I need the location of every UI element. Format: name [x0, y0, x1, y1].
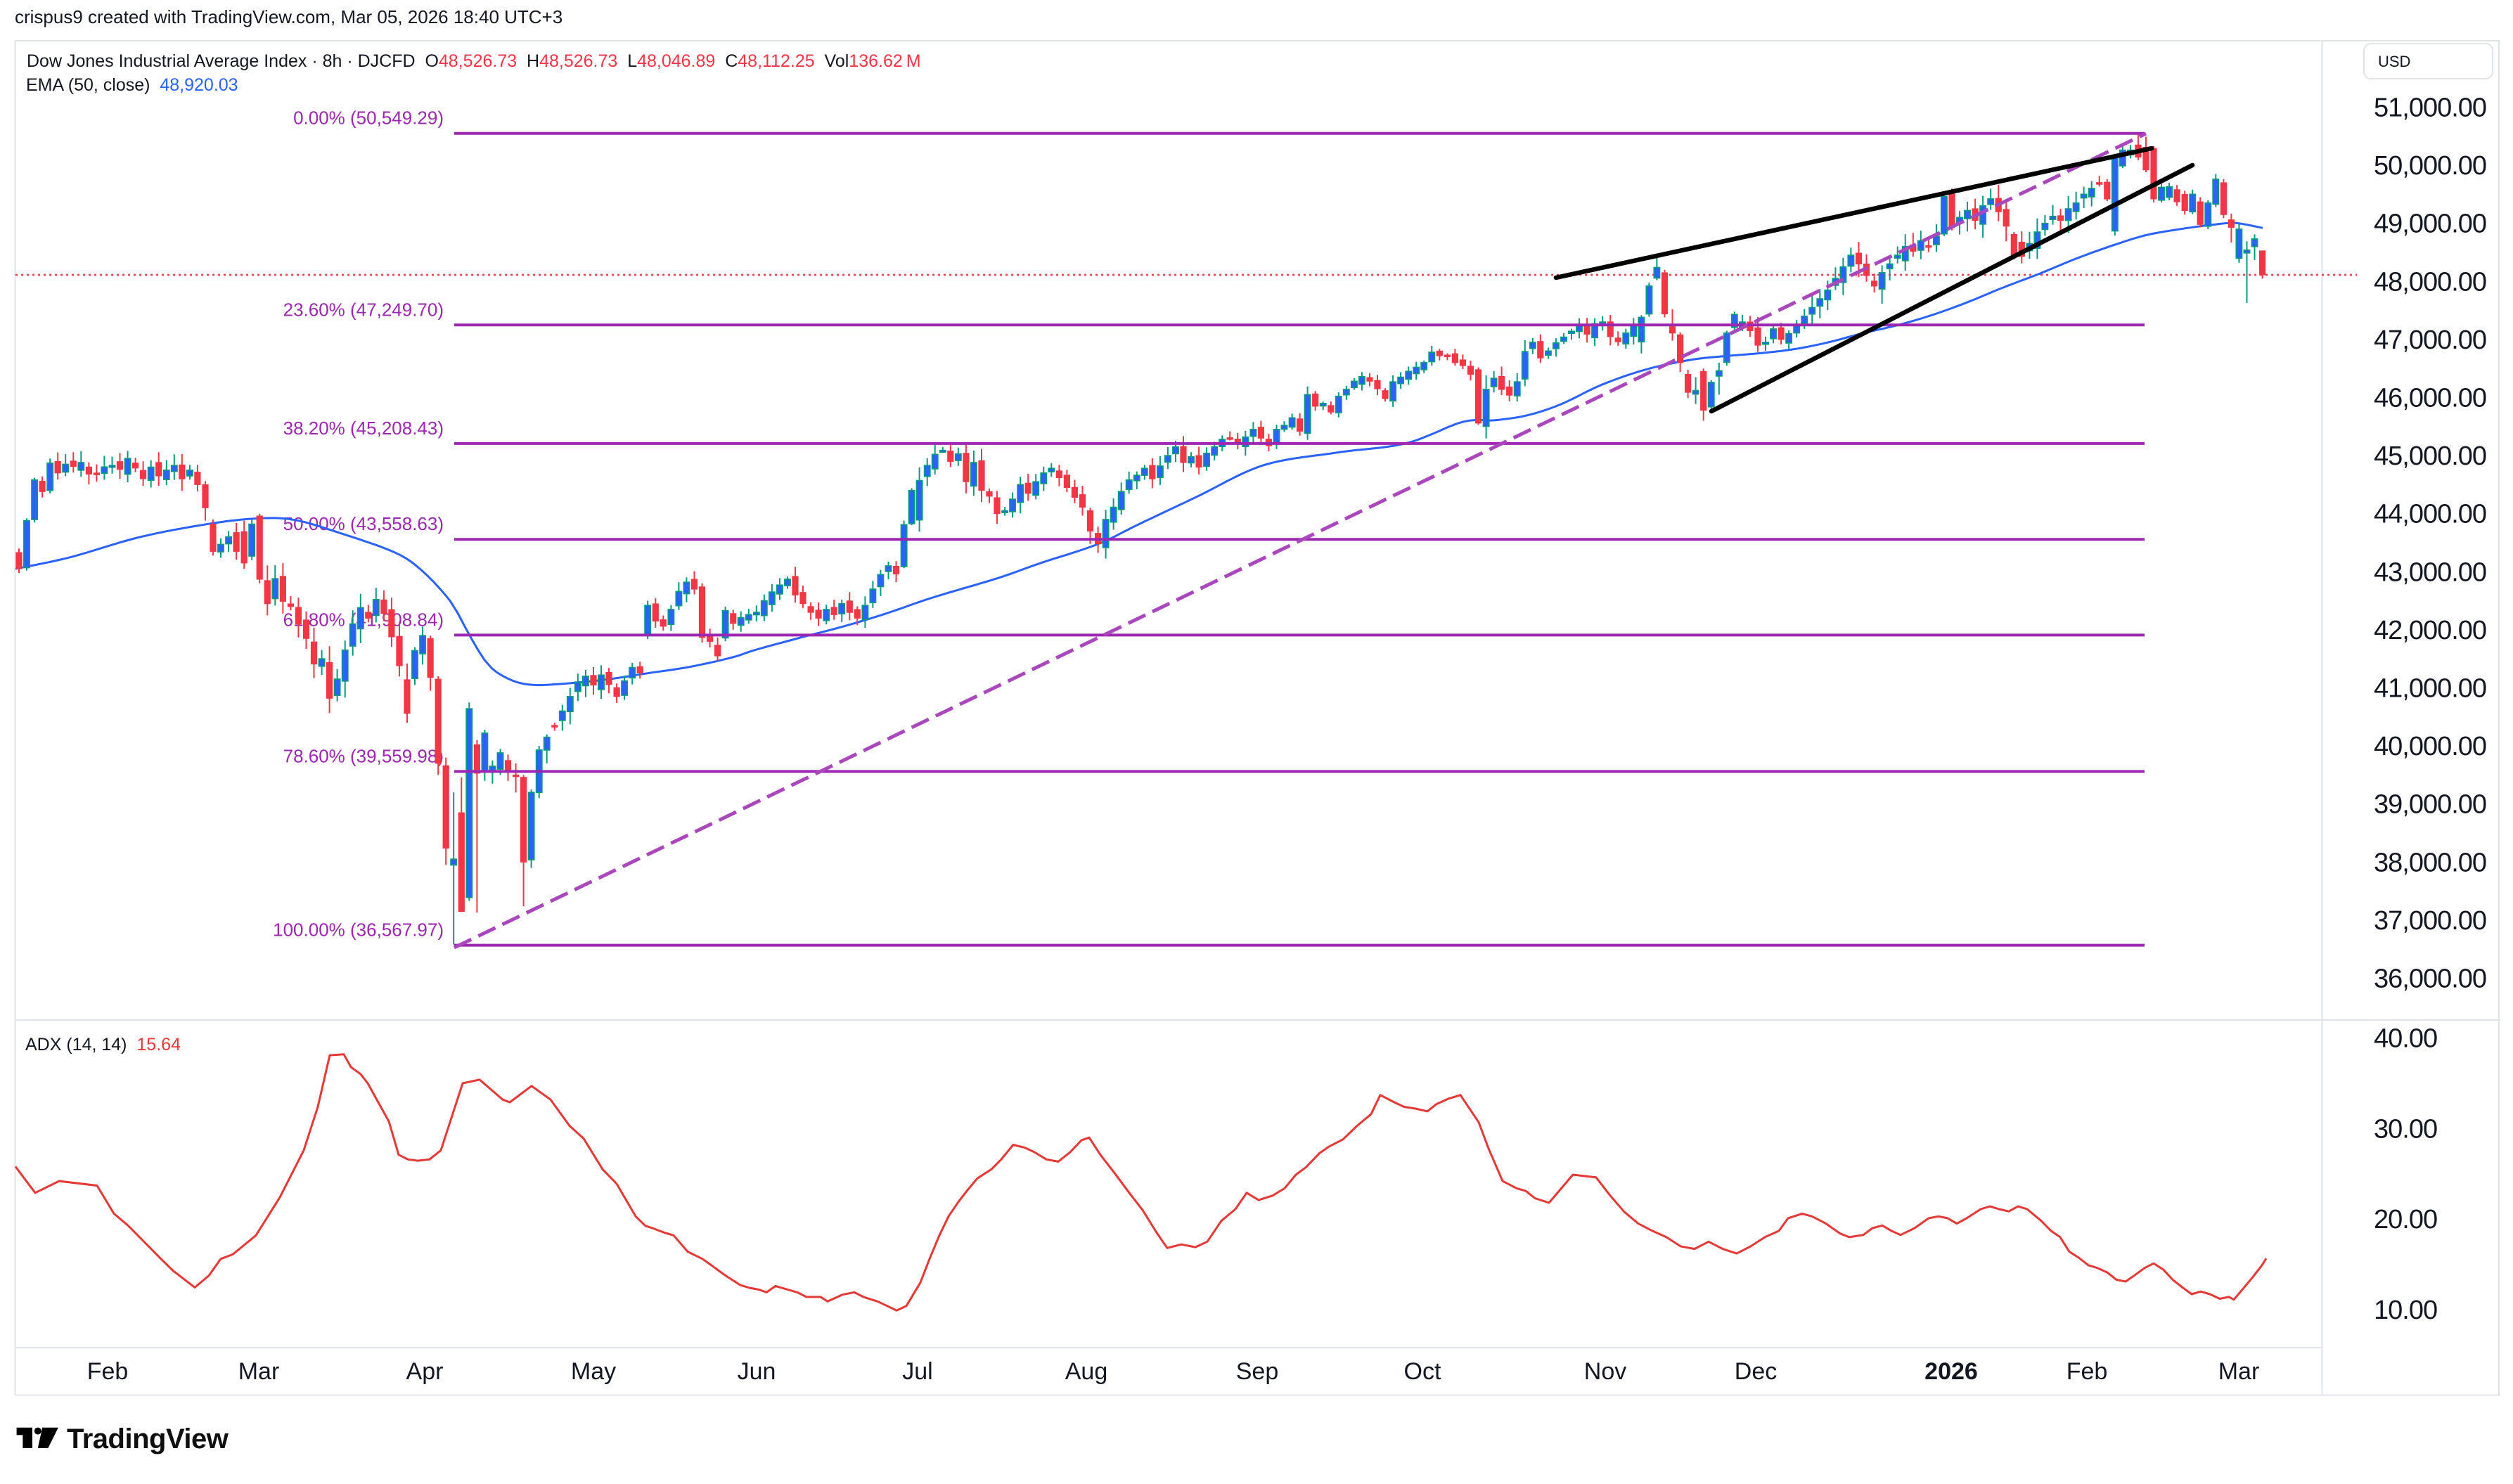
svg-text:48,000.00: 48,000.00: [2374, 267, 2486, 297]
svg-text:41,000.00: 41,000.00: [2374, 674, 2486, 704]
svg-text:43,000.00: 43,000.00: [2374, 557, 2486, 587]
svg-text:Mar: Mar: [238, 1358, 280, 1385]
svg-text:Jun: Jun: [738, 1358, 776, 1385]
svg-text:Oct: Oct: [1404, 1358, 1441, 1385]
svg-text:50,000.00: 50,000.00: [2374, 151, 2486, 181]
svg-text:0.00% (50,549.29): 0.00% (50,549.29): [293, 108, 444, 129]
svg-text:Dec: Dec: [1735, 1358, 1777, 1385]
svg-text:crispus9 created with TradingV: crispus9 created with TradingView.com, M…: [15, 6, 563, 27]
svg-text:EMA (50, close) 48,920.03: EMA (50, close) 48,920.03: [26, 75, 238, 95]
svg-text:42,000.00: 42,000.00: [2374, 616, 2486, 645]
svg-text:100.00% (36,567.97): 100.00% (36,567.97): [273, 920, 444, 941]
svg-text:Aug: Aug: [1065, 1358, 1108, 1385]
svg-text:Dow Jones Industrial Average I: Dow Jones Industrial Average Index · 8h …: [27, 51, 921, 71]
svg-text:45,000.00: 45,000.00: [2374, 441, 2486, 471]
svg-text:Apr: Apr: [406, 1358, 444, 1385]
svg-text:46,000.00: 46,000.00: [2374, 384, 2486, 413]
svg-text:36,000.00: 36,000.00: [2374, 964, 2486, 994]
svg-text:20.00: 20.00: [2374, 1205, 2437, 1234]
svg-text:49,000.00: 49,000.00: [2374, 209, 2486, 239]
svg-text:40,000.00: 40,000.00: [2374, 732, 2486, 761]
svg-text:Mar: Mar: [2218, 1358, 2260, 1385]
svg-text:37,000.00: 37,000.00: [2374, 906, 2486, 936]
svg-text:ADX (14, 14) 15.64: ADX (14, 14) 15.64: [25, 1035, 181, 1054]
svg-text:39,000.00: 39,000.00: [2374, 790, 2486, 820]
svg-text:2026: 2026: [1924, 1358, 1978, 1385]
svg-text:TradingView: TradingView: [67, 1424, 229, 1454]
svg-text:USD: USD: [2378, 53, 2410, 70]
svg-text:Feb: Feb: [2067, 1358, 2108, 1385]
svg-text:Sep: Sep: [1236, 1358, 1279, 1385]
svg-text:44,000.00: 44,000.00: [2374, 500, 2486, 529]
svg-text:51,000.00: 51,000.00: [2374, 93, 2486, 123]
svg-text:May: May: [571, 1358, 616, 1385]
svg-text:Feb: Feb: [87, 1358, 129, 1385]
svg-text:23.60% (47,249.70): 23.60% (47,249.70): [283, 299, 444, 320]
svg-text:38.20% (45,208.43): 38.20% (45,208.43): [283, 418, 444, 439]
svg-text:50.00% (43,558.63): 50.00% (43,558.63): [283, 513, 444, 534]
svg-text:40.00: 40.00: [2374, 1024, 2437, 1054]
svg-text:10.00: 10.00: [2374, 1296, 2437, 1325]
svg-text:38,000.00: 38,000.00: [2374, 848, 2486, 877]
svg-text:78.60% (39,559.98): 78.60% (39,559.98): [283, 745, 444, 766]
svg-text:Nov: Nov: [1584, 1358, 1626, 1385]
svg-text:47,000.00: 47,000.00: [2374, 325, 2486, 355]
svg-text:Jul: Jul: [902, 1358, 932, 1385]
svg-text:30.00: 30.00: [2374, 1114, 2437, 1144]
